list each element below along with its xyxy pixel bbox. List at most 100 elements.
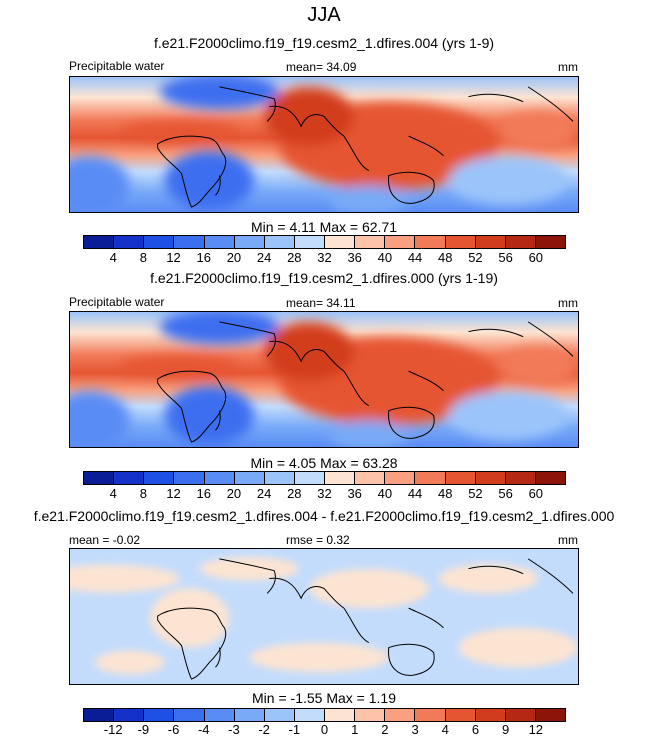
panel3-colorbar-tick-label: -12 xyxy=(103,722,123,737)
panel3-colorbar-swatch xyxy=(204,709,235,721)
season-title: JJA xyxy=(307,4,341,26)
panel3-colorbar-tick-label: 2 xyxy=(381,722,389,737)
panel3-colorbar-ticks: -12 -9 -6 -4 -3 -2 -1 0 1 2 3 4 6 9 12 xyxy=(83,722,566,738)
panel2-colorbar-swatch xyxy=(144,472,175,484)
panel1-colorbar-swatch xyxy=(84,236,115,248)
panel3-colorbar-tick-label: 9 xyxy=(502,722,510,737)
panel2-colorbar-swatch xyxy=(355,472,386,484)
panel3-colorbar xyxy=(83,708,566,722)
panel1-title: f.e21.F2000climo.f19_f19.cesm2_1.dfires.… xyxy=(153,35,495,51)
panel2-colorbar-tick-label: 32 xyxy=(317,486,332,501)
panel3-colorbar-tick-label: -4 xyxy=(197,722,210,737)
panel1-colorbar-swatch xyxy=(385,236,416,248)
panel3-colorbar-swatch xyxy=(174,709,205,721)
panel2-minmax: Min = 4.05 Max = 63.28 xyxy=(250,455,398,471)
panel3-units: mm xyxy=(558,533,578,547)
panel2-colorbar-tick-label: 40 xyxy=(377,486,393,501)
panel1-colorbar-tick-label: 56 xyxy=(498,250,513,265)
panel1-colorbar-tick-label: 60 xyxy=(528,250,544,265)
panel2-colorbar-swatch xyxy=(445,472,476,484)
panel3-colorbar-tick-label: 12 xyxy=(528,722,544,737)
panel2-colorbar-tick-label: 4 xyxy=(109,486,117,501)
panel3-colorbar-swatch xyxy=(234,709,265,721)
panel1-colorbar-swatch xyxy=(535,236,565,248)
panel2-map xyxy=(69,311,579,448)
panel2-colorbar-swatch xyxy=(505,472,536,484)
panel3-colorbar-tick-label: -1 xyxy=(288,722,301,737)
panel3-colorbar-swatch xyxy=(294,709,325,721)
panel2-colorbar-swatch xyxy=(325,472,356,484)
panel1-colorbar-swatch xyxy=(445,236,476,248)
panel1-colorbar-tick-label: 24 xyxy=(256,250,272,265)
panel1-colorbar-tick-label: 52 xyxy=(468,250,483,265)
panel3-colorbar-tick-label: 3 xyxy=(411,722,419,737)
panel3-colorbar-tick-label: 4 xyxy=(441,722,449,737)
panel2-colorbar-tick-label: 16 xyxy=(196,486,211,501)
panel1-colorbar-swatch xyxy=(144,236,175,248)
panel1-colorbar-swatch xyxy=(264,236,295,248)
panel3-colorbar-swatch xyxy=(264,709,295,721)
panel2-colorbar-tick-label: 36 xyxy=(347,486,362,501)
panel2-colorbar-tick-label: 44 xyxy=(407,486,423,501)
panel2-colorbar-tick-label: 56 xyxy=(498,486,513,501)
panel1-colorbar-tick-label: 20 xyxy=(226,250,242,265)
panel1-colorbar-swatch xyxy=(325,236,356,248)
panel3-colorbar-tick-label: 1 xyxy=(351,722,359,737)
panel3-title: f.e21.F2000climo.f19_f19.cesm2_1.dfires.… xyxy=(33,508,615,524)
panel2-colorbar-tick-label: 52 xyxy=(468,486,483,501)
panel3-colorbar-tick-label: -2 xyxy=(258,722,270,737)
panel3-minmax: Min = -1.55 Max = 1.19 xyxy=(252,690,396,706)
panel2-colorbar-swatch xyxy=(114,472,145,484)
panel2-mean-label: mean= 34.11 xyxy=(286,296,356,310)
panel2-colorbar-swatch xyxy=(84,472,115,484)
panel2-colorbar-swatch xyxy=(234,472,265,484)
panel1-colorbar-swatch xyxy=(114,236,145,248)
panel1-mean-label: mean= 34.09 xyxy=(286,60,357,74)
panel1-colorbar-ticks: 4 8 12 16 20 24 28 32 36 40 44 48 52 56 60 xyxy=(83,250,566,266)
panel2-title: f.e21.F2000climo.f19_f19.cesm2_1.dfires.… xyxy=(150,270,498,286)
panel1-colorbar-swatch xyxy=(234,236,265,248)
panel3-colorbar-swatch xyxy=(445,709,476,721)
panel1-minmax: Min = 4.11 Max = 62.71 xyxy=(250,219,398,235)
panel2-colorbar-swatch xyxy=(475,472,506,484)
panel1-colorbar-tick-label: 32 xyxy=(317,250,332,265)
panel2-colorbar-swatch xyxy=(174,472,205,484)
panel2-colorbar-swatch xyxy=(264,472,295,484)
panel3-colorbar-swatch xyxy=(535,709,565,721)
panel3-colorbar-swatch xyxy=(385,709,416,721)
panel1-variable-label: Precipitable water xyxy=(69,59,165,73)
panel1-colorbar-swatch xyxy=(505,236,536,248)
panel2-colorbar-tick-label: 20 xyxy=(226,486,242,501)
panel1-colorbar-tick-label: 40 xyxy=(377,250,393,265)
panel2-colorbar-tick-label: 24 xyxy=(256,486,272,501)
panel2-colorbar-tick-label: 8 xyxy=(139,486,147,501)
panel3-colorbar-swatch xyxy=(475,709,506,721)
panel1-colorbar-swatch xyxy=(204,236,235,248)
panel3-colorbar-swatch xyxy=(415,709,446,721)
panel2-colorbar-ticks: 4 8 12 16 20 24 28 32 36 40 44 48 52 56 60 xyxy=(83,486,566,502)
panel3-colorbar-tick-label: -9 xyxy=(137,722,150,737)
panel2-units: mm xyxy=(558,296,578,310)
panel3-colorbar-swatch xyxy=(144,709,175,721)
panel2-colorbar-tick-label: 12 xyxy=(166,486,181,501)
panel1-map xyxy=(69,76,579,213)
panel1-colorbar-tick-label: 28 xyxy=(287,250,302,265)
panel3-rmse-label: rmse = 0.32 xyxy=(286,533,350,547)
panel1-colorbar-swatch xyxy=(415,236,446,248)
panel3-colorbar-swatch xyxy=(84,709,115,721)
panel2-colorbar-swatch xyxy=(535,472,565,484)
panel1-colorbar-tick-label: 48 xyxy=(438,250,453,265)
panel3-colorbar-swatch xyxy=(114,709,145,721)
panel3-colorbar-swatch xyxy=(505,709,536,721)
panel2-colorbar-swatch xyxy=(415,472,446,484)
panel3-colorbar-tick-label: 6 xyxy=(471,722,480,737)
panel1-colorbar-swatch xyxy=(174,236,205,248)
panel3-colorbar-swatch xyxy=(355,709,386,721)
panel1-colorbar-tick-label: 4 xyxy=(109,250,117,265)
panel1-colorbar-tick-label: 44 xyxy=(407,250,423,265)
panel3-colorbar-swatch xyxy=(325,709,356,721)
panel2-colorbar-swatch xyxy=(385,472,416,484)
panel3-mean-label: mean = -0.02 xyxy=(69,533,141,547)
panel3-colorbar-tick-label: -3 xyxy=(228,722,240,737)
panel1-colorbar-swatch xyxy=(475,236,506,248)
